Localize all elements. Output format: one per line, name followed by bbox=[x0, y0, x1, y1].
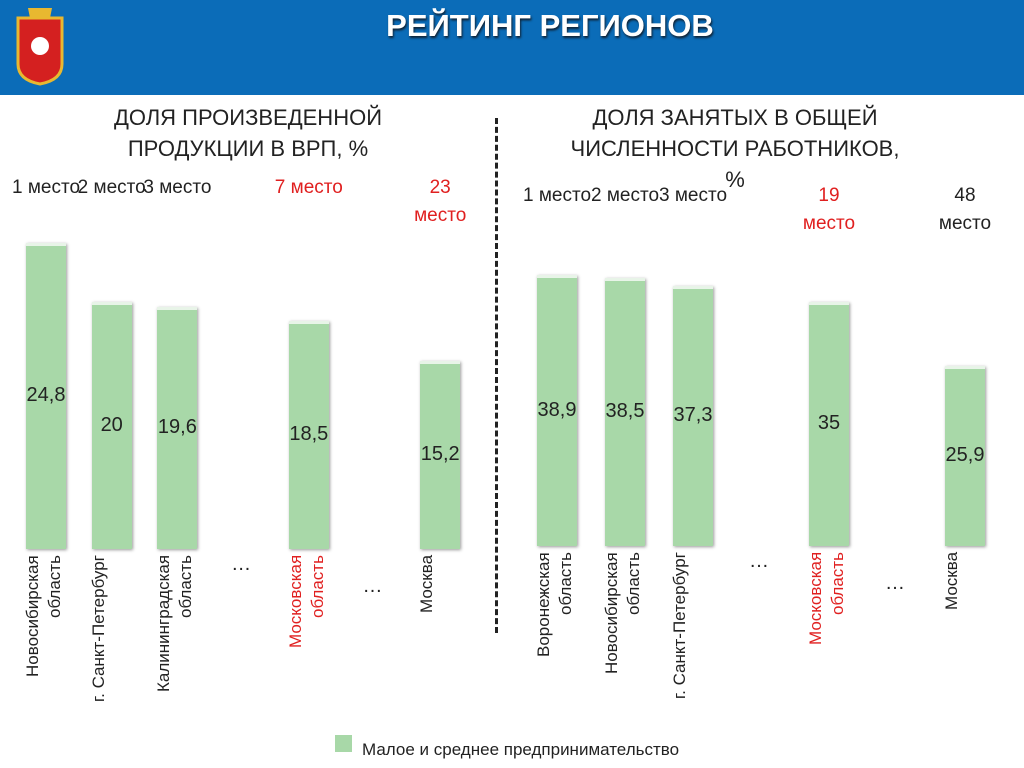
chart-title: ДОЛЯ ЗАНЯТЫХ В ОБЩЕЙ ЧИСЛЕННОСТИ РАБОТНИ… bbox=[570, 105, 900, 192]
value-label: 20 bbox=[100, 413, 123, 436]
ellipsis: … bbox=[749, 550, 769, 572]
bar bbox=[605, 277, 645, 546]
bar bbox=[91, 302, 132, 549]
bar bbox=[288, 320, 329, 549]
rank-label: 48 место bbox=[938, 185, 992, 234]
category-label: г. Санкт-Петербург bbox=[88, 555, 108, 702]
category-label: г. Санкт-Петербург bbox=[670, 552, 689, 699]
bar bbox=[537, 275, 577, 546]
bar bbox=[945, 365, 985, 546]
value-label: 37,3 bbox=[673, 404, 713, 427]
category-label: Москва bbox=[942, 552, 961, 611]
category-label: Московская область bbox=[806, 552, 847, 646]
value-label: 38,5 bbox=[605, 399, 645, 422]
rank-label: 2 место bbox=[590, 185, 660, 206]
category-label: Новосибирская область bbox=[602, 552, 643, 674]
page-title: РЕЙТИНГ РЕГИОНОВ bbox=[386, 8, 714, 43]
emblem bbox=[16, 8, 64, 86]
bar bbox=[809, 302, 849, 546]
category-label: Новосибирская область bbox=[23, 555, 64, 677]
rank-label: 2 место bbox=[77, 177, 146, 198]
divider bbox=[495, 118, 498, 633]
header-bar: РЕЙТИНГ РЕГИОНОВ bbox=[0, 0, 1024, 95]
value-label: 25,9 bbox=[945, 443, 985, 466]
chart-title: ДОЛЯ ПРОИЗВЕДЕННОЙ ПРОДУКЦИИ В ВРП, % bbox=[113, 105, 383, 161]
category-label: Москва bbox=[417, 555, 437, 614]
ellipsis: … bbox=[362, 575, 383, 597]
value-label: 15,2 bbox=[420, 443, 460, 466]
rank-label: 1 место bbox=[522, 185, 592, 206]
legend-label: Малое и среднее предпринимательство bbox=[362, 740, 680, 759]
ellipsis: … bbox=[885, 572, 905, 594]
rank-label: 1 место bbox=[11, 177, 81, 198]
value-label: 35 bbox=[817, 412, 841, 435]
value-label: 18,5 bbox=[289, 422, 329, 445]
bar bbox=[420, 361, 461, 549]
bar bbox=[26, 243, 66, 549]
rank-label: 19 место bbox=[802, 185, 856, 234]
value-label: 19,6 bbox=[157, 416, 197, 439]
value-label: 38,9 bbox=[537, 398, 577, 421]
rank-label: 3 место bbox=[143, 177, 212, 198]
value-label: 24,8 bbox=[26, 384, 66, 406]
legend-swatch bbox=[335, 735, 352, 752]
bar bbox=[157, 307, 198, 549]
category-label: Воронежская область bbox=[534, 552, 575, 657]
ellipsis: … bbox=[231, 553, 252, 575]
rank-label: 3 место bbox=[658, 185, 728, 206]
category-label: Московская область bbox=[285, 555, 327, 649]
rank-label: 23 место bbox=[414, 177, 467, 226]
rank-label: 7 место bbox=[274, 177, 343, 198]
bar bbox=[673, 286, 713, 546]
category-label: Калининградская область bbox=[154, 555, 196, 693]
